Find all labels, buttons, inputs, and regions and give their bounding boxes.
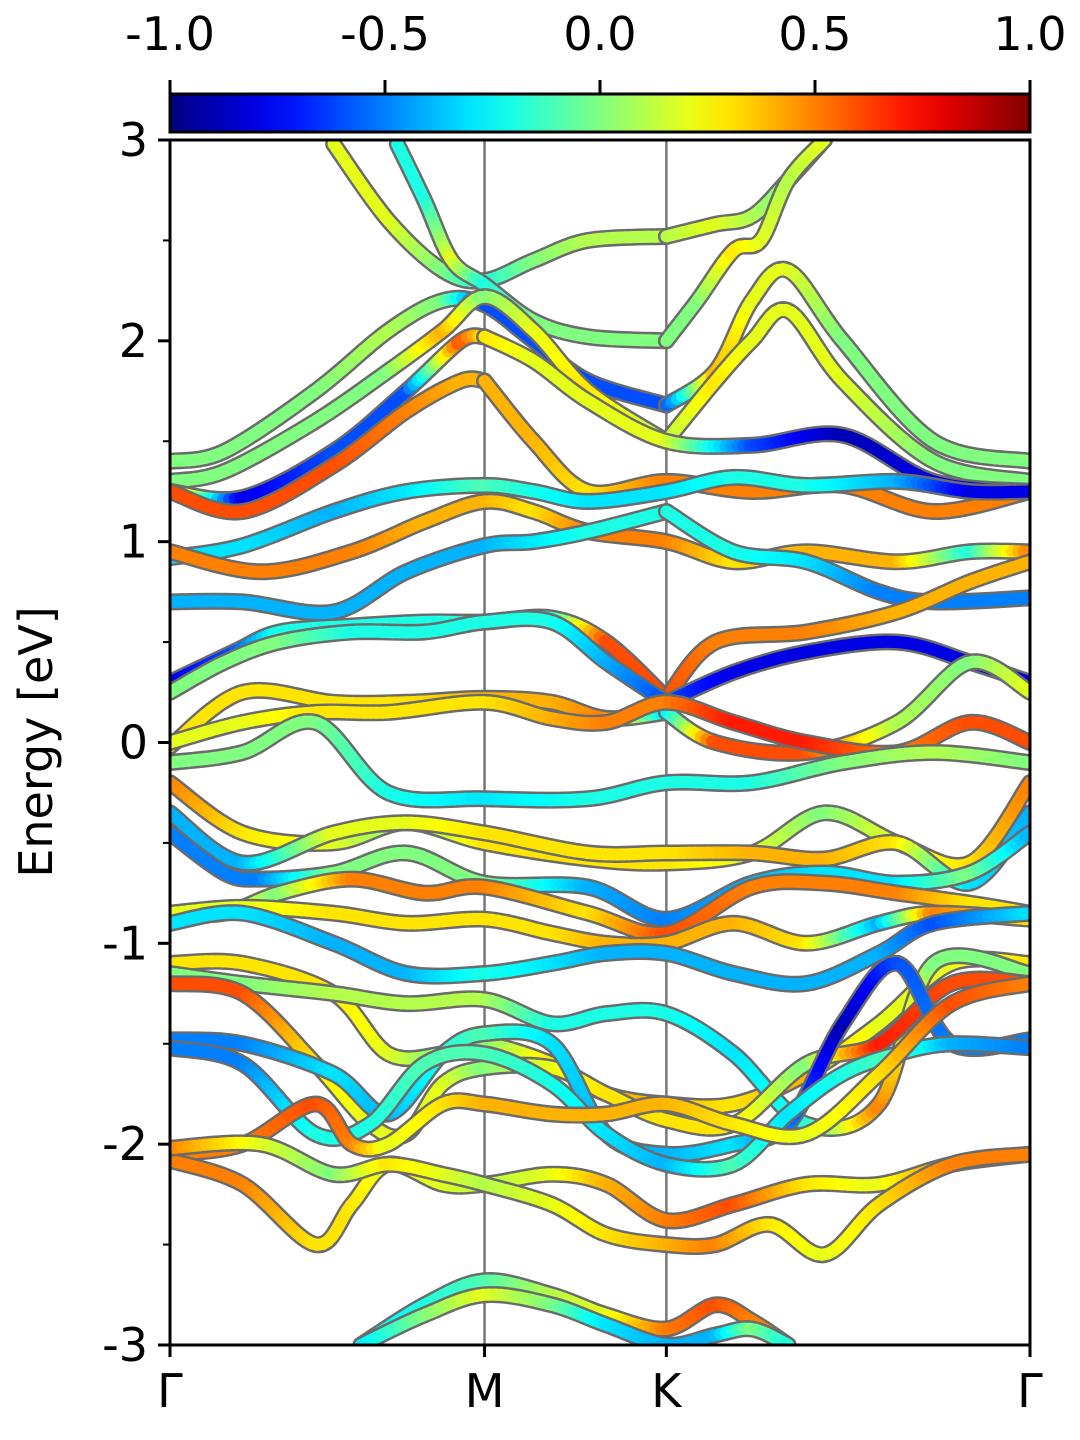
y-tick-label: 0 — [119, 716, 148, 770]
colorbar-tick-label: -0.5 — [340, 7, 430, 61]
colorbar-tick-label: 0.0 — [563, 7, 636, 61]
colorbar-tick-label: 0.5 — [778, 7, 851, 61]
band-line — [352, 1272, 797, 1345]
band-line — [657, 301, 1030, 490]
colorbar-gradient — [168, 92, 1032, 134]
colorbar-tick-label: -1.0 — [125, 7, 215, 61]
x-tick-label: K — [651, 1364, 683, 1418]
y-tick-label: 1 — [119, 515, 148, 569]
band-line — [170, 712, 1030, 809]
band-lines — [170, 140, 1030, 1345]
band-line — [170, 289, 675, 470]
band-line — [657, 633, 1030, 711]
band-line — [170, 468, 1030, 567]
colorbar: -1.0 -0.5 0.0 0.5 1.0 — [125, 7, 1067, 134]
band-line — [170, 804, 1030, 892]
band-line — [325, 140, 675, 290]
y-tick-label: 2 — [119, 314, 148, 368]
y-tick-label: -3 — [102, 1318, 148, 1372]
y-axis-title: Energy [eV] — [9, 606, 63, 877]
colorbar-tick-label: 1.0 — [993, 7, 1066, 61]
band-line — [657, 553, 1030, 707]
band-line — [170, 1035, 1030, 1178]
x-tick-label: Γ — [1017, 1364, 1043, 1418]
y-tick-label: 3 — [119, 113, 148, 167]
x-tick-label: Γ — [157, 1364, 183, 1418]
band-line — [170, 904, 1030, 993]
band-line — [352, 1286, 797, 1345]
y-tick-label: -2 — [102, 1117, 148, 1171]
band-outline — [170, 712, 1030, 809]
band-line — [170, 503, 675, 622]
x-tick-label: M — [465, 1364, 505, 1418]
band-line — [170, 610, 675, 711]
y-tick-label: -1 — [102, 916, 148, 970]
band-line — [170, 1134, 1030, 1264]
